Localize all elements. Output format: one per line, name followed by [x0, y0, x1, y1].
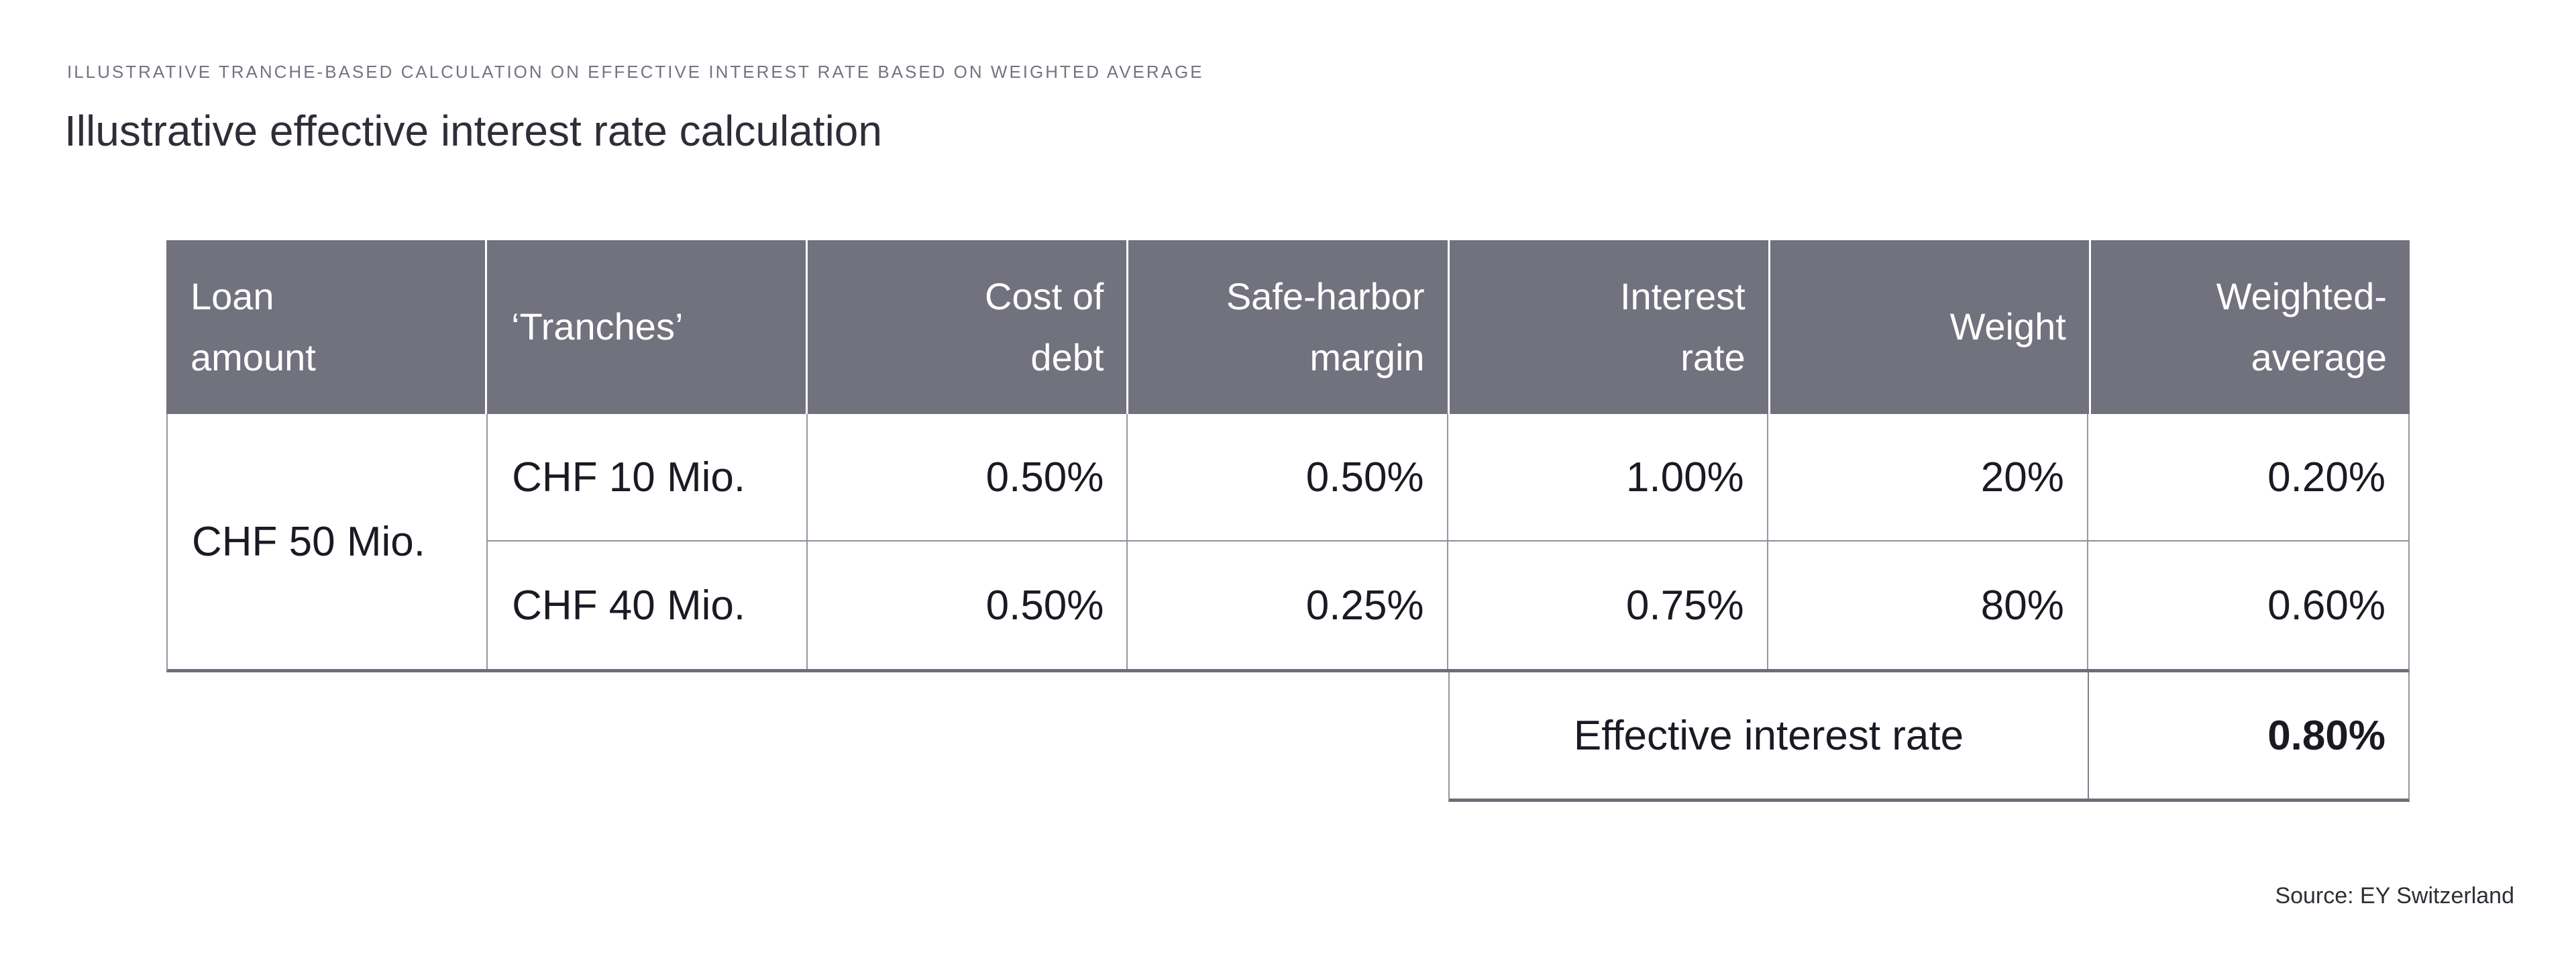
cell-tranche-2: CHF 40 Mio.	[488, 540, 808, 669]
source-note: Source: EY Switzerland	[2275, 883, 2514, 909]
effective-interest-rate-value: 0.80%	[2267, 712, 2385, 759]
column-header-cost-of-debt: Cost of debt	[808, 240, 1127, 414]
cell-safe-harbor-1: 0.50%	[1128, 414, 1448, 540]
cell-weight-2: 80%	[1768, 540, 2088, 669]
table-header-row: Loan amount ‘Tranches’ Cost of debt Safe…	[166, 240, 2410, 414]
figure-kicker: ILLUSTRATIVE TRANCHE-BASED CALCULATION O…	[67, 62, 1204, 82]
column-header-loan-amount: Loan amount	[166, 240, 486, 414]
cell-interest-rate-1: 1.00%	[1448, 414, 1768, 540]
cell-safe-harbor-2: 0.25%	[1128, 540, 1448, 669]
page-title: Illustrative effective interest rate cal…	[64, 107, 882, 155]
cell-weighted-average-2: 0.60%	[2088, 540, 2408, 669]
cell-loan-amount: CHF 50 Mio.	[168, 414, 488, 669]
column-header-tranches: ‘Tranches’	[487, 240, 806, 414]
column-header-weight: Weight	[1770, 240, 2089, 414]
interest-rate-table: Loan amount ‘Tranches’ Cost of debt Safe…	[166, 240, 2410, 802]
column-header-safe-harbor: Safe-harbor margin	[1128, 240, 1448, 414]
table-body: CHF 50 Mio. CHF 10 Mio. 0.50% 0.50% 1.00…	[166, 414, 2410, 672]
column-header-interest-rate: Interest rate	[1449, 240, 1768, 414]
cell-tranche-1: CHF 10 Mio.	[488, 414, 808, 540]
column-header-weighted-average: Weighted- average	[2090, 240, 2410, 414]
cell-cost-of-debt-1: 0.50%	[808, 414, 1128, 540]
cell-weight-1: 20%	[1768, 414, 2088, 540]
effective-interest-rate-label: Effective interest rate	[1450, 672, 2089, 799]
summary-row: Effective interest rate 0.80%	[1448, 672, 2410, 802]
cell-cost-of-debt-2: 0.50%	[808, 540, 1128, 669]
cell-interest-rate-2: 0.75%	[1448, 540, 1768, 669]
cell-weighted-average-1: 0.20%	[2088, 414, 2408, 540]
